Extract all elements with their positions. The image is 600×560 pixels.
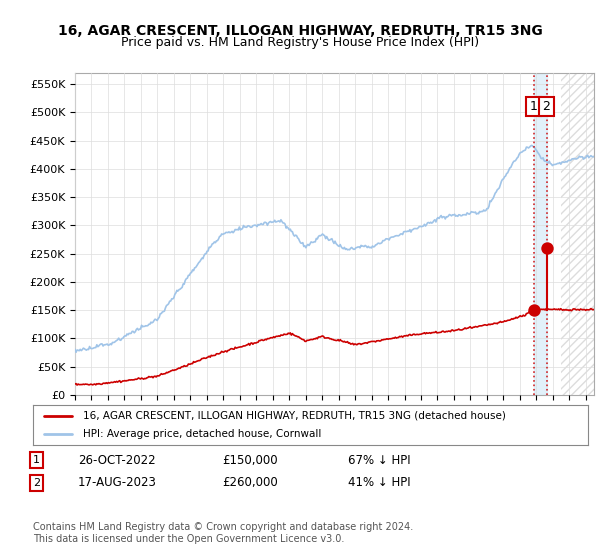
Text: 16, AGAR CRESCENT, ILLOGAN HIGHWAY, REDRUTH, TR15 3NG: 16, AGAR CRESCENT, ILLOGAN HIGHWAY, REDR… — [58, 24, 542, 38]
Text: £260,000: £260,000 — [222, 476, 278, 489]
Point — [529, 306, 538, 315]
Bar — [533, 73, 547, 395]
Text: £150,000: £150,000 — [222, 454, 278, 467]
Text: Contains HM Land Registry data © Crown copyright and database right 2024.
This d: Contains HM Land Registry data © Crown c… — [33, 522, 413, 544]
Text: 1: 1 — [530, 100, 538, 113]
Text: 17-AUG-2023: 17-AUG-2023 — [78, 476, 157, 489]
Bar — [561, 73, 594, 395]
Text: 41% ↓ HPI: 41% ↓ HPI — [348, 476, 410, 489]
Point — [542, 244, 551, 253]
Text: 1: 1 — [33, 455, 40, 465]
Text: 2: 2 — [33, 478, 40, 488]
Text: Price paid vs. HM Land Registry's House Price Index (HPI): Price paid vs. HM Land Registry's House … — [121, 36, 479, 49]
Text: HPI: Average price, detached house, Cornwall: HPI: Average price, detached house, Corn… — [83, 430, 322, 439]
Text: 16, AGAR CRESCENT, ILLOGAN HIGHWAY, REDRUTH, TR15 3NG (detached house): 16, AGAR CRESCENT, ILLOGAN HIGHWAY, REDR… — [83, 411, 506, 421]
Text: 67% ↓ HPI: 67% ↓ HPI — [348, 454, 410, 467]
Text: 2: 2 — [542, 100, 550, 113]
Text: 26-OCT-2022: 26-OCT-2022 — [78, 454, 155, 467]
